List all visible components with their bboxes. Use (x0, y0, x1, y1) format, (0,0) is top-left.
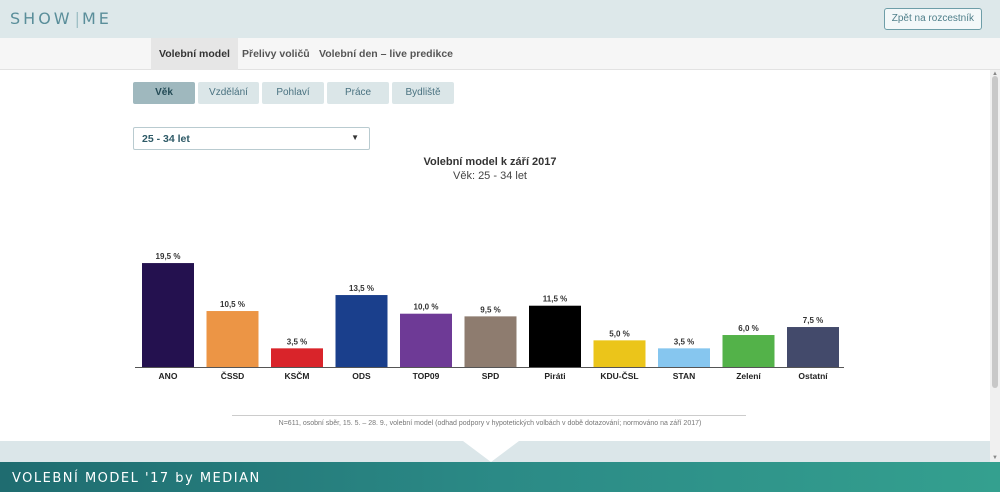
category-label: ODS (352, 371, 371, 381)
bar-value-label: 10,5 % (220, 300, 245, 309)
bar-value-label: 19,5 % (156, 252, 181, 261)
footnote-divider (232, 415, 746, 416)
bar-spd[interactable] (464, 316, 517, 367)
bar-čssd[interactable] (206, 311, 259, 367)
strip-notch (463, 441, 519, 462)
footnote: N=611, osobní sběr, 15. 5. – 28. 9., vol… (278, 420, 702, 427)
scroll-thumb[interactable] (992, 76, 998, 388)
tab-volebni-model[interactable]: Volební model (151, 38, 238, 70)
tab-prelivy-volicu[interactable]: Přelivy voličů (242, 48, 310, 60)
category-label: ČSSD (221, 370, 245, 381)
chart-title: Volební model k září 2017 (423, 156, 557, 168)
filter-vzdelani[interactable]: Vzdělání (198, 82, 259, 104)
bar-value-label: 6,0 % (738, 324, 758, 333)
category-label: TOP09 (413, 371, 440, 381)
category-label: STAN (673, 371, 696, 381)
bar-value-label: 11,5 % (543, 295, 567, 304)
logo-left: SHOW (10, 9, 73, 28)
bar-ostatní[interactable] (787, 327, 839, 367)
bar-ano[interactable] (142, 263, 194, 367)
bar-ods[interactable] (335, 295, 388, 367)
logo[interactable]: SHOW | ME (10, 9, 112, 28)
scroll-up-icon[interactable]: ▲ (992, 71, 998, 77)
footer-title: VOLEBNÍ MODEL '17 by MEDIAN (12, 471, 261, 486)
category-label: ANO (159, 371, 178, 381)
bar-value-label: 7,5 % (803, 316, 823, 325)
logo-right: ME (82, 9, 112, 28)
footer: VOLEBNÍ MODEL '17 by MEDIAN (0, 462, 1000, 492)
category-label: KSČM (284, 370, 309, 381)
bar-zelení[interactable] (722, 335, 775, 367)
bar-ksčm[interactable] (271, 348, 323, 367)
bar-chart: 19,5 % ANO 10,5 % ČSSD 3,5 % KSČM 13,5 % ODS 10,… (135, 252, 844, 381)
select-value: 25 - 34 let (142, 133, 190, 145)
category-label: KDU-ČSL (600, 370, 638, 381)
logo-separator: | (74, 9, 80, 28)
bar-value-label: 5,0 % (609, 329, 629, 338)
filter-bydliste[interactable]: Bydliště (392, 82, 454, 104)
filter-prace[interactable]: Práce (327, 82, 389, 104)
filter-vek[interactable]: Věk (133, 82, 195, 104)
category-label: Zelení (736, 371, 761, 381)
category-label: Ostatní (798, 371, 828, 381)
category-label: SPD (482, 371, 499, 381)
top-header: SHOW | ME Zpět na rozcestník (0, 0, 1000, 38)
bar-stan[interactable] (658, 348, 710, 367)
category-label: Piráti (544, 371, 565, 381)
scrollbar[interactable]: ▲ ▼ (990, 70, 1000, 462)
caret-down-icon: ▼ (351, 133, 359, 142)
bar-value-label: 13,5 % (349, 284, 374, 293)
back-to-crossroads-button[interactable]: Zpět na rozcestník (883, 8, 982, 30)
chart-subtitle: Věk: 25 - 34 let (453, 170, 527, 182)
bar-top09[interactable] (400, 313, 452, 367)
bar-piráti[interactable] (529, 305, 581, 367)
tab-volebni-den[interactable]: Volební den – live predikce (319, 48, 454, 60)
bar-value-label: 10,0 % (414, 303, 439, 312)
scroll-down-icon[interactable]: ▼ (992, 455, 998, 461)
filter-pohlavi[interactable]: Pohlaví (262, 82, 324, 104)
bar-value-label: 3,5 % (674, 337, 694, 346)
bar-value-label: 9,5 % (480, 305, 500, 314)
bar-value-label: 3,5 % (287, 337, 307, 346)
age-group-select[interactable]: 25 - 34 let ▼ (133, 127, 370, 150)
nav-tabs: Volební model Přelivy voličů Volební den… (0, 38, 1000, 70)
bar-kdu-čsl[interactable] (593, 340, 646, 367)
